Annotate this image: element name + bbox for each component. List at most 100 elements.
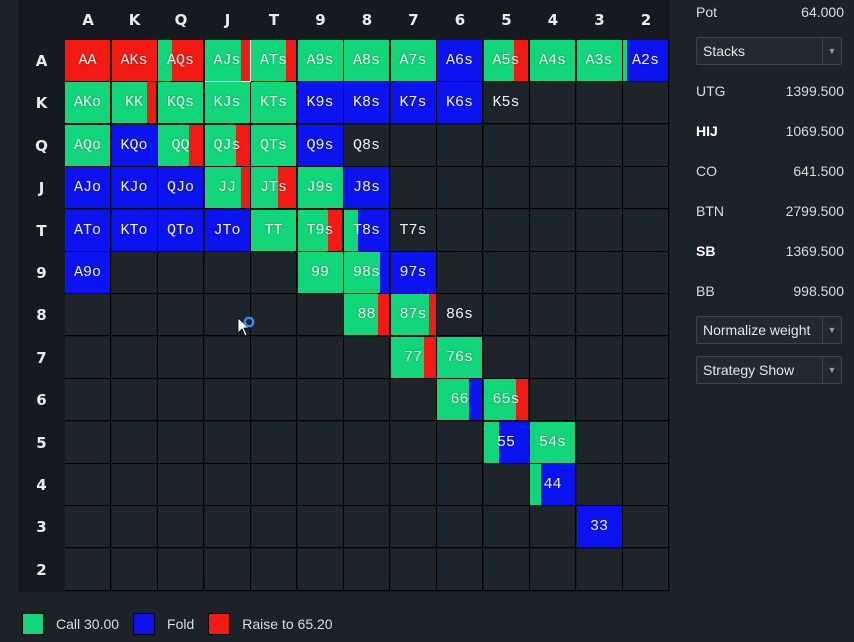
hand-cell[interactable]: 33: [576, 506, 623, 549]
hand-cell[interactable]: 76s: [437, 336, 483, 379]
hand-cell[interactable]: [111, 294, 158, 337]
hand-cell[interactable]: QTs: [251, 124, 297, 167]
hand-cell[interactable]: K5s: [483, 82, 530, 125]
hand-cell[interactable]: [530, 82, 576, 125]
hand-cell[interactable]: [483, 336, 530, 379]
hand-cell[interactable]: [576, 82, 623, 125]
hand-cell[interactable]: [437, 464, 483, 506]
hand-cell[interactable]: [483, 294, 530, 337]
hand-cell[interactable]: A6s: [437, 40, 483, 82]
hand-cell[interactable]: [297, 506, 344, 549]
hand-cell[interactable]: 77: [390, 336, 437, 379]
hand-cell[interactable]: 99: [297, 252, 344, 294]
hand-cell[interactable]: [437, 421, 483, 464]
hand-cell[interactable]: [390, 548, 437, 591]
hand-cell[interactable]: QTo: [158, 209, 204, 252]
hand-cell[interactable]: [576, 209, 623, 252]
hand-cell[interactable]: [158, 379, 204, 422]
normalize-weight-dropdown[interactable]: Normalize weight ▼: [696, 316, 842, 344]
hand-cell[interactable]: [65, 336, 111, 379]
hand-cell[interactable]: TT: [251, 209, 297, 252]
hand-cell[interactable]: [251, 421, 297, 464]
hand-cell[interactable]: T7s: [390, 209, 437, 252]
hand-cell[interactable]: [65, 294, 111, 337]
hand-cell[interactable]: [204, 421, 251, 464]
chevron-down-icon[interactable]: ▼: [822, 38, 841, 64]
hand-cell[interactable]: [65, 548, 111, 591]
hand-cell[interactable]: KK: [111, 82, 158, 125]
hand-cell[interactable]: KTs: [251, 82, 297, 125]
hand-cell[interactable]: JTo: [204, 209, 251, 252]
hand-cell[interactable]: [204, 548, 251, 591]
hand-cell[interactable]: [623, 421, 669, 464]
hand-cell[interactable]: [390, 167, 437, 210]
hand-cell[interactable]: [576, 167, 623, 210]
hand-cell[interactable]: [530, 336, 576, 379]
hand-cell[interactable]: K6s: [437, 82, 483, 125]
hand-cell[interactable]: AQs: [158, 40, 204, 82]
hand-cell[interactable]: [111, 252, 158, 294]
hand-cell[interactable]: [623, 548, 669, 591]
hand-cell[interactable]: [111, 548, 158, 591]
hand-cell[interactable]: [623, 124, 669, 167]
hand-cell[interactable]: 97s: [390, 252, 437, 294]
hand-cell[interactable]: [530, 252, 576, 294]
hand-cell[interactable]: AA: [65, 40, 111, 82]
hand-cell[interactable]: [437, 506, 483, 549]
hand-cell[interactable]: [483, 464, 530, 506]
hand-cell[interactable]: K7s: [390, 82, 437, 125]
hand-cell[interactable]: 66: [437, 379, 483, 422]
stacks-dropdown[interactable]: Stacks ▼: [696, 37, 842, 65]
hand-cell[interactable]: A3s: [576, 40, 623, 82]
hand-cell[interactable]: [344, 506, 390, 549]
hand-cell[interactable]: KTo: [111, 209, 158, 252]
hand-cell[interactable]: [158, 252, 204, 294]
hand-cell[interactable]: [530, 379, 576, 422]
hand-cell[interactable]: [623, 379, 669, 422]
hand-cell[interactable]: [204, 506, 251, 549]
hand-cell[interactable]: A8s: [344, 40, 390, 82]
hand-cell[interactable]: [297, 379, 344, 422]
hand-cell[interactable]: 65s: [483, 379, 530, 422]
hand-cell[interactable]: [576, 548, 623, 591]
hand-cell[interactable]: AJs: [204, 40, 251, 82]
hand-cell[interactable]: [204, 336, 251, 379]
hand-cell[interactable]: [251, 252, 297, 294]
hand-cell[interactable]: [65, 379, 111, 422]
hand-cell[interactable]: [437, 209, 483, 252]
hand-cell[interactable]: A4s: [530, 40, 576, 82]
hand-cell[interactable]: [623, 252, 669, 294]
hand-cell[interactable]: 44: [530, 464, 576, 506]
hand-cell[interactable]: Q9s: [297, 124, 344, 167]
hand-cell[interactable]: 88: [344, 294, 390, 337]
hand-cell[interactable]: [204, 464, 251, 506]
hand-cell[interactable]: [530, 294, 576, 337]
hand-cell[interactable]: ATs: [251, 40, 297, 82]
hand-cell[interactable]: [390, 124, 437, 167]
hand-cell[interactable]: A7s: [390, 40, 437, 82]
hand-cell[interactable]: A2s: [623, 40, 669, 82]
hand-cell[interactable]: [530, 209, 576, 252]
hand-cell[interactable]: [483, 167, 530, 210]
hand-cell[interactable]: T8s: [344, 209, 390, 252]
hand-cell[interactable]: [437, 252, 483, 294]
hand-cell[interactable]: [530, 167, 576, 210]
hand-cell[interactable]: [251, 336, 297, 379]
hand-cell[interactable]: [623, 209, 669, 252]
hand-cell[interactable]: [297, 294, 344, 337]
hand-cell[interactable]: [204, 379, 251, 422]
hand-cell[interactable]: [437, 548, 483, 591]
hand-cell[interactable]: AKo: [65, 82, 111, 125]
strategy-show-dropdown[interactable]: Strategy Show ▼: [696, 356, 842, 384]
hand-cell[interactable]: [344, 421, 390, 464]
hand-cell[interactable]: [623, 82, 669, 125]
hand-cell[interactable]: [483, 506, 530, 549]
hand-cell[interactable]: [576, 379, 623, 422]
hand-cell[interactable]: [623, 167, 669, 210]
hand-cell[interactable]: [65, 464, 111, 506]
hand-cell[interactable]: [65, 506, 111, 549]
hand-cell[interactable]: JTs: [251, 167, 297, 210]
hand-cell[interactable]: J9s: [297, 167, 344, 210]
hand-cell[interactable]: [390, 379, 437, 422]
hand-cell[interactable]: [623, 506, 669, 549]
